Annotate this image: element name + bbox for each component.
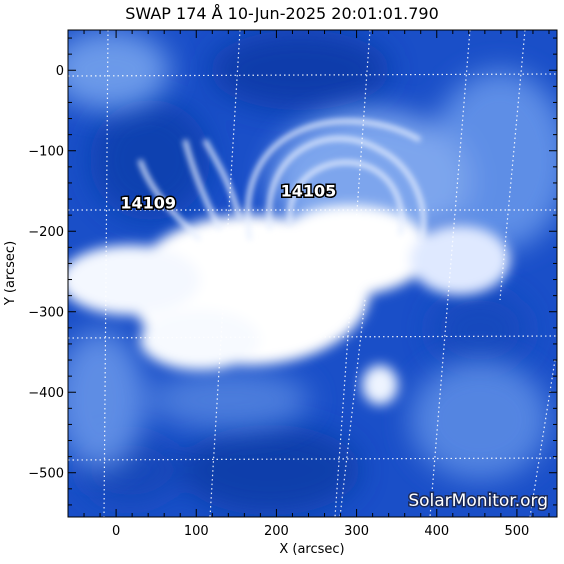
y-tick-label: 0 xyxy=(56,64,64,79)
x-tick-label: 400 xyxy=(424,524,449,539)
axis-ticks: 0 100 200 300 400 500 0 −100 −200 −300 −400 −500 xyxy=(28,30,557,539)
x-tick-label: 0 xyxy=(112,524,120,539)
region-label-14109: 14109 xyxy=(120,194,176,213)
x-tick-label: 200 xyxy=(264,524,289,539)
y-tick-label: −500 xyxy=(28,467,64,482)
x-axis-label: X (arcsec) xyxy=(279,542,344,557)
watermark: SolarMonitor.org xyxy=(408,491,548,511)
y-tick-label: −100 xyxy=(28,145,64,160)
region-label-14105: 14105 xyxy=(281,182,337,201)
y-tick-label: −400 xyxy=(28,386,64,401)
y-tick-label: −200 xyxy=(28,225,64,240)
x-tick-label: 100 xyxy=(184,524,209,539)
euv-image xyxy=(68,30,557,517)
x-tick-label: 500 xyxy=(505,524,530,539)
plot-title: SWAP 174 Å 10-Jun-2025 20:01:01.790 xyxy=(125,4,439,23)
region-labels: 14109 14105 xyxy=(119,180,338,214)
x-tick-label: 300 xyxy=(344,524,369,539)
y-axis-label: Y (arcsec) xyxy=(3,241,18,306)
y-tick-label: −300 xyxy=(28,306,64,321)
plot-frame xyxy=(67,29,558,518)
heliographic-grid xyxy=(68,30,557,517)
